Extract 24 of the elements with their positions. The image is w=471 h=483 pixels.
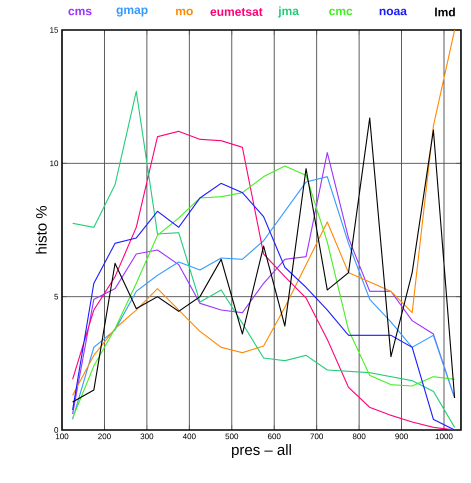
x-tick-label: 400	[182, 434, 196, 440]
text: gmap	[116, 7, 148, 17]
text: cms	[68, 8, 92, 16]
text: eumetsat	[210, 8, 263, 16]
y-tick-label: 5	[54, 294, 58, 300]
x-tick-label: 700	[310, 434, 324, 440]
text: lmd	[435, 8, 455, 16]
x-tick-label: 600	[268, 434, 281, 440]
y-tick-label: 0	[54, 427, 58, 433]
text: cmc	[329, 8, 352, 16]
y-tick-label: 10	[50, 160, 58, 166]
x-tick-label: 100	[56, 434, 68, 440]
x-tick-label: 1000	[436, 434, 453, 440]
x-tick-label: 200	[98, 434, 111, 440]
x-tick-label: 800	[352, 434, 366, 440]
x-tick-label: 900	[395, 434, 408, 440]
y-tick-label: 15	[50, 27, 58, 33]
text: mo	[176, 8, 193, 16]
y-axis-title: histo %	[36, 206, 47, 254]
text: noaa	[380, 8, 407, 16]
x-tick-label: 300	[140, 434, 154, 440]
text: jma	[278, 6, 300, 18]
x-tick-label: 500	[225, 434, 238, 440]
x-axis-title: pres – all	[232, 444, 291, 458]
